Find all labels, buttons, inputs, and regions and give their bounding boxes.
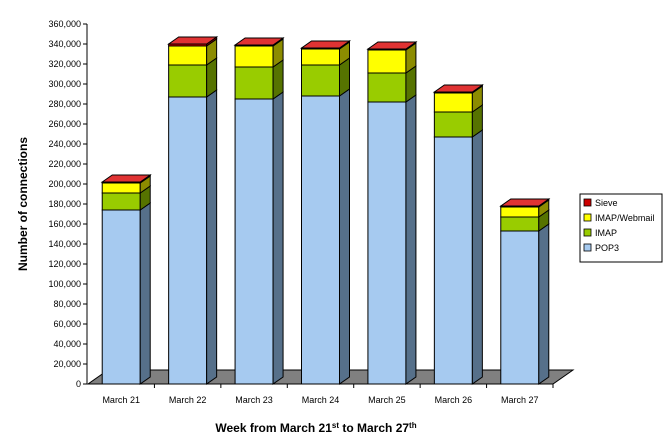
bar-side-pop3 [538, 223, 550, 385]
legend-swatch-imap [583, 228, 592, 237]
x-axis-title: Week from March 21st to March 27th [215, 421, 416, 436]
y-axis-title: Number of connections [16, 137, 30, 271]
x-axis-title-superscript: st [332, 421, 339, 430]
y-tick-label: 20,000 [53, 359, 81, 369]
x-tick-label: March 22 [169, 395, 207, 405]
legend-label-imap-webmail: IMAP/Webmail [595, 213, 654, 223]
bar-top-sieve [100, 174, 152, 183]
bar-segment-pop3 [168, 96, 208, 385]
y-tick-label: 360,000 [48, 19, 81, 29]
legend-swatch-imap-webmail [583, 213, 592, 222]
bar-segment-imap [367, 72, 407, 103]
bar-top-sieve [167, 36, 219, 45]
bar-top-sieve [499, 198, 551, 207]
bar-segment-pop3 [101, 209, 141, 385]
x-tick-label: March 24 [302, 395, 340, 405]
y-tick-label: 200,000 [48, 179, 81, 189]
legend-label-sieve: Sieve [595, 198, 618, 208]
bar-segment-imap [101, 192, 141, 211]
y-tick-label: 0 [76, 379, 81, 389]
y-tick-label: 280,000 [48, 99, 81, 109]
x-axis-title-part: Week from March 21 [215, 421, 332, 435]
bar-side-pop3 [339, 88, 350, 385]
x-tick-label: March 27 [501, 395, 539, 405]
bar-segment-pop3 [367, 101, 407, 385]
y-tick-label: 100,000 [48, 279, 81, 289]
bar-segment-imap-webmail [367, 49, 407, 74]
bar-side-pop3 [272, 91, 284, 385]
bar-segment-imap [168, 64, 208, 98]
x-tick-label: March 21 [102, 395, 140, 405]
legend-label-pop3: POP3 [595, 243, 619, 253]
bar-side-pop3 [139, 202, 151, 385]
legend-swatch-pop3 [583, 243, 592, 252]
bar-segment-pop3 [500, 230, 540, 385]
y-tick-label: 80,000 [53, 299, 81, 309]
legend-label-imap: IMAP [595, 228, 617, 238]
bar-segment-imap-webmail [101, 182, 141, 194]
bar-segment-imap [234, 66, 274, 100]
bar-side-pop3 [471, 129, 483, 385]
bar-segment-imap-webmail [433, 92, 473, 113]
x-tick-label: March 25 [368, 395, 406, 405]
bar-top-sieve [299, 40, 352, 49]
y-tick-label: 340,000 [48, 39, 81, 49]
y-tick-label: 260,000 [48, 119, 81, 129]
y-tick-label: 60,000 [53, 319, 81, 329]
bar-top-sieve [233, 37, 285, 46]
bar-side-pop3 [206, 89, 218, 385]
bar-segment-imap [500, 216, 540, 232]
bar-segment-imap [433, 111, 473, 138]
bar-segment-imap-webmail [500, 206, 540, 218]
x-tick-label: March 26 [435, 395, 473, 405]
bar-segment-pop3 [234, 98, 274, 385]
y-tick-label: 240,000 [48, 139, 81, 149]
bar-top-sieve [366, 41, 418, 50]
y-tick-label: 120,000 [48, 259, 81, 269]
legend-box [579, 193, 663, 263]
y-tick-label: 160,000 [48, 219, 81, 229]
bar-segment-pop3 [301, 95, 340, 385]
y-tick-label: 140,000 [48, 239, 81, 249]
y-tick-label: 180,000 [48, 199, 81, 209]
y-tick-label: 300,000 [48, 79, 81, 89]
y-tick-label: 320,000 [48, 59, 81, 69]
bar-segment-imap-webmail [168, 45, 208, 66]
y-tick-label: 40,000 [53, 339, 81, 349]
x-axis-title-part: to March 27 [339, 421, 409, 435]
legend-swatch-sieve [583, 198, 592, 207]
bar-side-pop3 [405, 94, 417, 385]
bar-segment-imap-webmail [234, 45, 274, 68]
x-axis-title-superscript: th [409, 421, 417, 430]
bar-segment-imap-webmail [301, 48, 340, 66]
bar-segment-pop3 [433, 136, 473, 385]
x-tick-label: March 23 [235, 395, 273, 405]
bar-segment-imap [301, 64, 340, 97]
y-tick-label: 220,000 [48, 159, 81, 169]
bar-top-sieve [432, 84, 484, 93]
